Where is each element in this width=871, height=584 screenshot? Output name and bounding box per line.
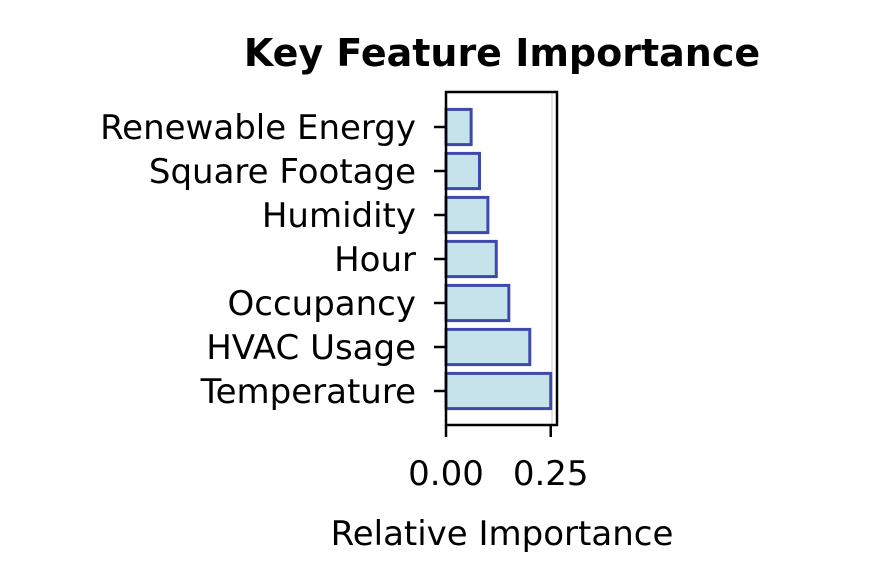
- bar-renewable-energy: [444, 107, 473, 147]
- bar-hour: [444, 239, 498, 279]
- bar-hvac-usage: [444, 327, 532, 367]
- bar-temperature: [444, 371, 553, 411]
- x-axis-label: Relative Importance: [331, 514, 674, 554]
- bar-humidity: [444, 195, 490, 235]
- chart-title: Key Feature Importance: [244, 31, 760, 75]
- y-tick-label: Square Footage: [149, 152, 416, 192]
- y-tick-label: Hour: [334, 240, 416, 280]
- x-tick-label: 0.25: [513, 454, 589, 494]
- y-tick-label: Humidity: [262, 196, 416, 236]
- x-tick-label: 0.00: [408, 454, 484, 494]
- y-tick-label: Occupancy: [228, 284, 416, 324]
- bar-occupancy: [444, 283, 511, 323]
- plot-frame: [444, 90, 559, 427]
- y-tick-label: HVAC Usage: [206, 328, 416, 368]
- y-tick-label: Renewable Energy: [100, 108, 416, 148]
- bars-group: [444, 107, 553, 411]
- bar-square-footage: [444, 151, 482, 191]
- x-ticks-group: 0.00 0.25: [408, 425, 589, 494]
- y-tick-label: Temperature: [200, 372, 416, 412]
